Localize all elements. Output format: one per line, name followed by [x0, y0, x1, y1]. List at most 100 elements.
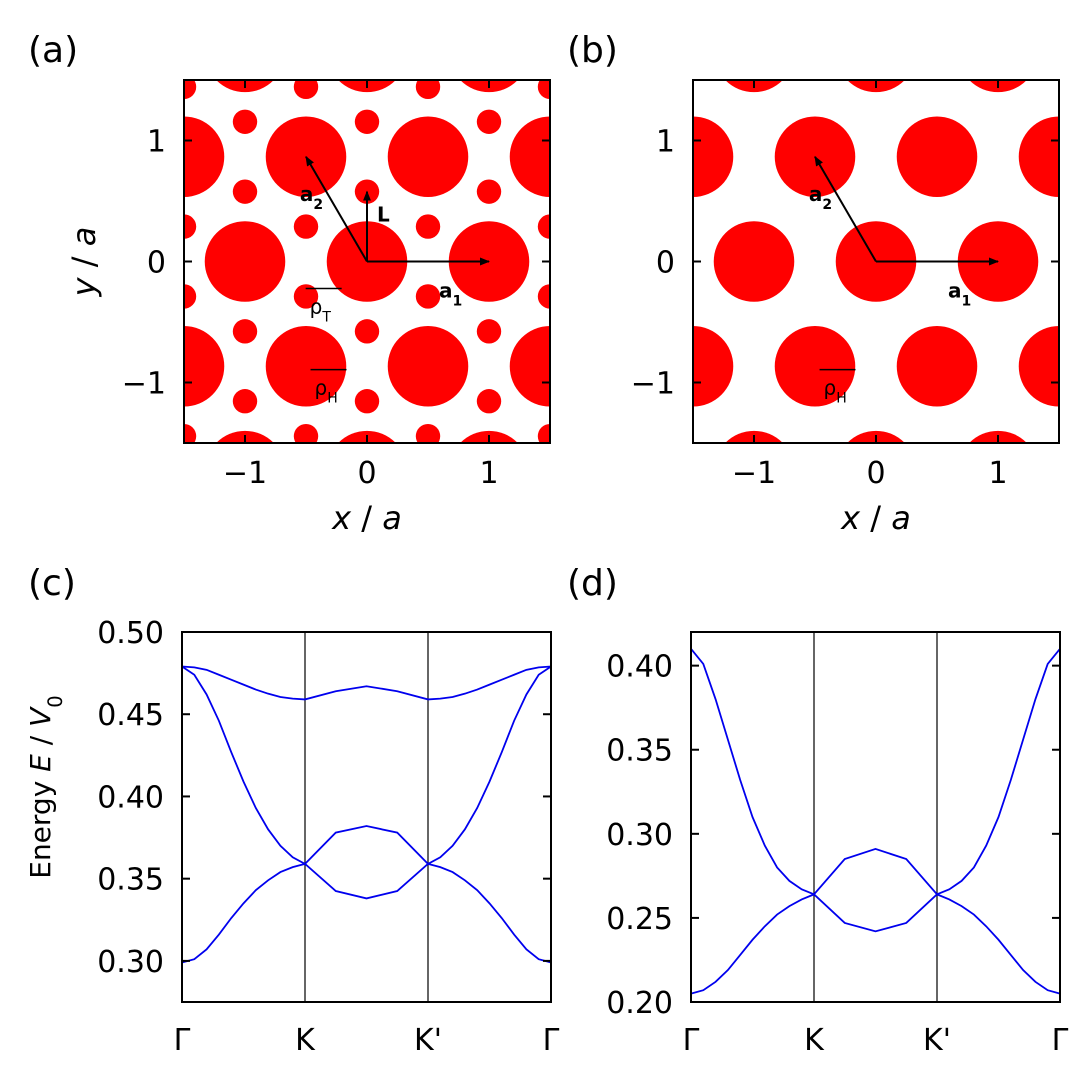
x-tick-label: Γ [1052, 1023, 1069, 1058]
lattice-site-small [415, 423, 441, 443]
lattice-site-small [415, 214, 441, 239]
band-line-1 [690, 893, 1061, 995]
x-tick-label: Γ [174, 1023, 191, 1058]
vector-label-L: L [377, 203, 390, 227]
x-tick-label: Γ [543, 1023, 560, 1058]
y-tick-label: −1 [631, 367, 675, 402]
lattice-site-large [693, 116, 734, 197]
lattice-site-small [537, 284, 550, 309]
lattice-site-small [476, 319, 502, 344]
band-line-3 [181, 665, 552, 701]
lattice-site-large [1018, 326, 1059, 407]
lattice-site-small [415, 284, 441, 309]
lattice-site-small [415, 80, 441, 100]
lattice-site-small [232, 109, 258, 134]
lattice-site-small [354, 389, 380, 414]
lattice-site-small [184, 80, 197, 100]
lattice-site-small [293, 284, 319, 309]
y-tick-label: 0 [147, 246, 166, 281]
y-axis-label: Energy E / V0 [24, 695, 67, 879]
vector-label-a2: a2 [809, 182, 832, 213]
band-plot-c: Γ K K' Γ 0.30 0.35 0.40 0.45 0.50 Energy E / V0 [24, 616, 560, 1058]
y-tick-label: 0.30 [606, 818, 673, 853]
lattice-site-small [184, 214, 197, 239]
vector-label-a2: a2 [300, 182, 323, 213]
lattice-plot-b: −1 0 1 −1 0 1 x / a a1 a2 ρH [631, 79, 1060, 537]
y-tick-label: 0.35 [97, 863, 164, 898]
lattice-site-small [232, 389, 258, 414]
rho-H-label: ρH [315, 376, 338, 407]
lattice-dots [184, 80, 550, 443]
y-tick-label: 0.50 [97, 616, 164, 651]
x-tick-label: Γ [683, 1023, 700, 1058]
lattice-site-small [293, 214, 319, 239]
plot-frame [690, 631, 1061, 1003]
lattice-site-small [354, 319, 380, 344]
y-tick-label: 0.25 [606, 902, 673, 937]
y-tick-label: 0.35 [606, 734, 673, 769]
lattice-site-small [537, 214, 550, 239]
lattice-site-small [537, 80, 550, 100]
y-tick-label: −1 [122, 367, 166, 402]
y-tick-label: 0.30 [97, 945, 164, 980]
panel-label-c: (c) [28, 563, 76, 604]
lattice-site-small [184, 284, 197, 309]
x-tick-label: K [804, 1023, 825, 1058]
lattice-site-large [387, 116, 469, 197]
lattice-site-small [184, 423, 197, 443]
x-tick-label: K' [923, 1023, 951, 1058]
band-line-2 [690, 648, 1061, 896]
y-tick-label: 1 [147, 125, 166, 160]
x-tick-label: 1 [479, 456, 498, 491]
lattice-dots [693, 80, 1059, 443]
y-tick-label: 0 [656, 246, 675, 281]
lattice-vector-a2 [305, 155, 368, 263]
x-tick-label: 0 [357, 456, 376, 491]
y-tick-label: 0.20 [606, 986, 673, 1021]
lattice-site-small [293, 423, 319, 443]
lattice-site-large [387, 326, 469, 407]
lattice-site-small [476, 179, 502, 204]
x-tick-label: 1 [988, 456, 1007, 491]
lattice-site-large [509, 326, 550, 407]
vector-label-a1: a1 [948, 279, 971, 310]
lattice-site-small [293, 80, 319, 100]
x-axis-label: x / a [331, 499, 402, 537]
rho-T-label: ρT [310, 295, 332, 326]
lattice-site-large [896, 116, 978, 197]
lattice-vector-a2 [814, 155, 877, 263]
lattice-site-small [232, 319, 258, 344]
lattice-site-large [713, 221, 795, 302]
x-tick-label: −1 [732, 456, 776, 491]
x-tick-label: K' [414, 1023, 442, 1058]
lattice-site-large [774, 326, 856, 407]
lattice-site-large [896, 326, 978, 407]
y-tick-label: 1 [656, 125, 675, 160]
panel-label-d: (d) [567, 563, 618, 604]
lattice-site-small [232, 179, 258, 204]
vector-label-a1: a1 [439, 279, 462, 310]
lattice-site-large [204, 221, 286, 302]
x-tick-label: −1 [223, 456, 267, 491]
lattice-site-small [537, 423, 550, 443]
lattice-site-small [354, 109, 380, 134]
lattice-site-large [184, 116, 225, 197]
lattice-site-large [1018, 116, 1059, 197]
y-tick-label: 0.45 [97, 698, 164, 733]
band-plot-d: Γ K K' Γ 0.20 0.25 0.30 0.35 0.40 [606, 631, 1069, 1058]
lattice-site-small [476, 389, 502, 414]
rho-H-label: ρH [824, 376, 847, 407]
panel-label-b: (b) [567, 30, 618, 71]
band-line-2 [181, 665, 552, 865]
plot-frame [181, 631, 552, 1003]
x-axis-label: x / a [840, 499, 911, 537]
y-tick-label: 0.40 [606, 650, 673, 685]
lattice-site-large [265, 326, 347, 407]
band-line-1 [181, 862, 552, 964]
y-tick-label: 0.40 [97, 780, 164, 815]
y-axis-label: y / a [65, 227, 103, 298]
lattice-site-large [184, 326, 225, 407]
x-tick-label: 0 [866, 456, 885, 491]
lattice-site-large [693, 326, 734, 407]
